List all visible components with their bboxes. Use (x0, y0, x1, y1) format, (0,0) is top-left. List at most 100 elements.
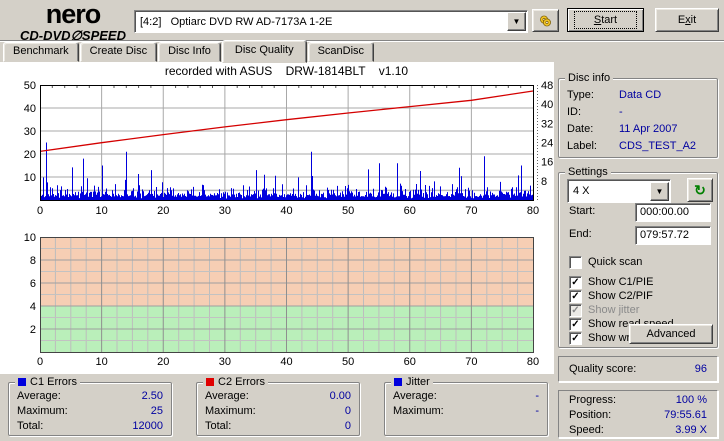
end-time-input[interactable]: 079:57.72 (635, 226, 711, 245)
svg-text:80: 80 (527, 205, 539, 217)
disc-info-row: Date: 11 Apr 2007 (559, 121, 717, 138)
drive-selector[interactable]: [4:2] Optiarc DVD RW AD-7173A 1-2E ▼ (134, 10, 528, 33)
disc-info-row-label: Date: (567, 123, 594, 135)
svg-text:2: 2 (30, 324, 36, 336)
disc-info-row: Type: Data CD (559, 87, 717, 104)
tab-scandisc[interactable]: ScanDisc (307, 42, 375, 62)
speed-selector[interactable]: 4 X ▼ (567, 179, 671, 203)
svg-text:32: 32 (541, 118, 553, 130)
logo-text-cdspeed: CD-DVD∅SPEED (20, 28, 126, 43)
svg-text:0: 0 (37, 356, 43, 368)
stat-label: Total: (205, 420, 232, 432)
checkbox-show-c2-pif[interactable]: ✓ Show C2/PIF (569, 289, 717, 303)
disc-info-row-label: Type: (567, 89, 594, 101)
svg-text:6: 6 (30, 278, 36, 290)
svg-text:70: 70 (465, 356, 477, 368)
checkbox-box[interactable]: ✓ (569, 275, 582, 289)
tab-create-disc[interactable]: Create Disc (79, 42, 158, 62)
quality-score-label: Quality score: (569, 363, 637, 375)
stats-group-c2-errors: C2 Errors Average: 0.00 Maximum: 0 Total: 0 (196, 376, 360, 436)
disc-info-row: ID: - (559, 104, 717, 121)
stat-row: Total: 12000 (9, 419, 171, 434)
stats-group-title-text: Jitter (406, 376, 430, 388)
stat-row: Maximum: - (385, 404, 547, 419)
status-row-value: 100 % (675, 394, 707, 406)
svg-text:20: 20 (24, 149, 36, 161)
stat-label: Average: (205, 390, 249, 402)
status-row-value: 79:55.61 (664, 409, 707, 421)
stat-value: 0.00 (329, 390, 351, 402)
svg-text:40: 40 (24, 103, 36, 115)
tab-disc-quality[interactable]: Disc Quality (221, 40, 307, 63)
chevron-down-icon[interactable]: ▼ (507, 12, 526, 31)
checkbox-box[interactable]: ✓ (569, 331, 582, 345)
svg-text:10: 10 (96, 356, 108, 368)
speed-selector-value: 4 X (573, 185, 590, 197)
svg-text:20: 20 (157, 356, 169, 368)
series-swatch-icon (18, 378, 26, 386)
start-time-label: Start: (569, 205, 596, 217)
stats-group-title: C1 Errors (15, 376, 81, 388)
svg-text:10: 10 (24, 232, 36, 244)
tab-disc-info[interactable]: Disc Info (158, 42, 221, 62)
stat-row: Average: - (385, 389, 547, 404)
stat-value: - (535, 405, 539, 417)
stat-label: Maximum: (393, 405, 444, 417)
stats-group-title-text: C2 Errors (218, 376, 266, 388)
checkbox-label: Quick scan (588, 256, 643, 268)
start-time-row: Start: (569, 205, 595, 217)
tab-benchmark[interactable]: Benchmark (3, 42, 79, 62)
svg-text:50: 50 (342, 205, 354, 217)
svg-text:50: 50 (342, 356, 354, 368)
status-row-speed: Speed: 3.99 X (559, 423, 717, 438)
status-panel: Progress: 100 % Position: 79:55.61 Speed: 3.9… (558, 390, 718, 438)
checkbox-label: Show C1/PIE (588, 276, 654, 288)
disc-info-row-value: 11 Apr 2007 (619, 123, 678, 135)
end-time-row: End: (569, 228, 592, 240)
svg-text:30: 30 (24, 126, 36, 138)
svg-text:48: 48 (541, 80, 553, 92)
stats-group-c1-errors: C1 Errors Average: 2.50 Maximum: 25 Total: 120… (8, 376, 172, 436)
quality-score-panel: Quality score: 96 (558, 356, 718, 382)
stats-group-title-text: C1 Errors (30, 376, 78, 388)
checkbox-quick-scan[interactable]: Quick scan (569, 255, 717, 269)
stats-group-title: C2 Errors (203, 376, 269, 388)
disc-info-row-value: CDS_TEST_A2 (619, 140, 697, 152)
start-time-input[interactable]: 000:00.00 (635, 203, 711, 222)
svg-text:4: 4 (30, 301, 36, 313)
svg-text:40: 40 (280, 205, 292, 217)
svg-text:70: 70 (465, 205, 477, 217)
settings-title: Settings (565, 166, 611, 178)
stat-label: Maximum: (17, 405, 68, 417)
tab-bar: Benchmark Create Disc Disc Info Disc Qualit… (3, 40, 375, 63)
svg-text:10: 10 (96, 205, 108, 217)
refresh-button[interactable]: ↻ (687, 178, 713, 202)
advanced-button[interactable]: Advanced (629, 324, 713, 344)
exit-button[interactable]: Exit (655, 8, 719, 32)
svg-text:40: 40 (541, 99, 553, 111)
stat-value: - (535, 390, 539, 402)
checkbox-label: Show jitter (588, 304, 640, 316)
stat-row: Average: 0.00 (197, 389, 359, 404)
checkbox-box[interactable]: ✓ (569, 289, 582, 303)
checkbox-label: Show C2/PIF (588, 290, 653, 302)
svg-text:20: 20 (157, 205, 169, 217)
svg-text:0: 0 (37, 205, 43, 217)
checkbox-box[interactable]: ✓ (569, 317, 582, 331)
nero-logo: nero CD-DVD∅SPEED (8, 1, 138, 43)
svg-text:10: 10 (24, 172, 36, 184)
series-swatch-icon (394, 378, 402, 386)
disc-info-rows: Type: Data CD ID: - Date: 11 Apr 2007 Label: CD… (559, 87, 717, 155)
chart-panel: recorded with ASUS DRW-1814BLT v1.10 10 2… (0, 62, 554, 374)
stat-row: Maximum: 0 (197, 404, 359, 419)
discs-button[interactable] (532, 9, 559, 32)
end-time-label: End: (569, 228, 592, 240)
checkbox-box[interactable] (569, 255, 582, 269)
checkbox-show-c1-pie[interactable]: ✓ Show C1/PIE (569, 275, 717, 289)
svg-text:40: 40 (280, 356, 292, 368)
chevron-down-icon[interactable]: ▼ (650, 181, 669, 201)
stat-label: Average: (393, 390, 437, 402)
